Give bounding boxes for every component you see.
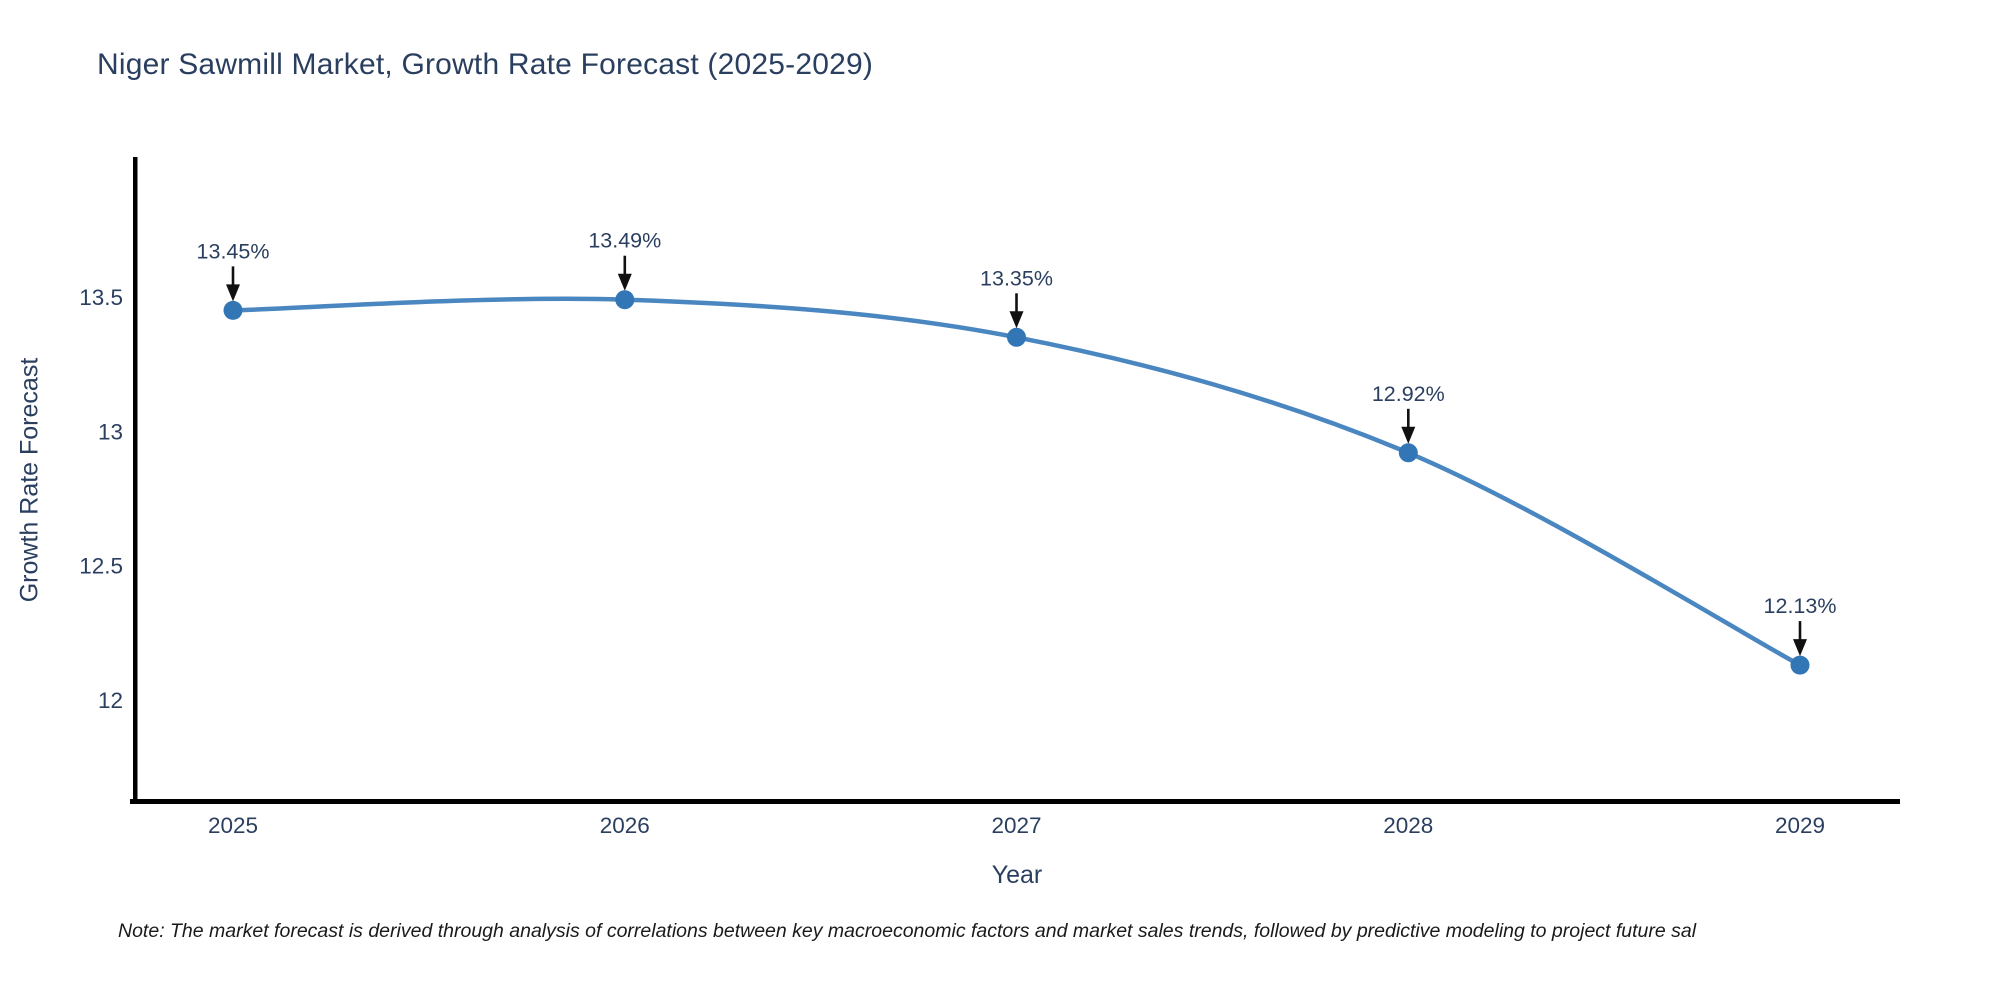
annotation-label: 12.13% (1764, 594, 1837, 618)
x-tick-label: 2026 (600, 813, 650, 838)
data-point-marker (615, 290, 635, 310)
chart-title: Niger Sawmill Market, Growth Rate Foreca… (97, 48, 874, 81)
annotation-arrowhead (1009, 311, 1024, 329)
y-tick-label: 12.5 (79, 554, 123, 579)
annotation-label: 13.35% (980, 266, 1053, 290)
x-tick-label: 2025 (208, 813, 258, 838)
annotation-label: 12.92% (1372, 382, 1445, 406)
annotation-arrowhead (1793, 639, 1807, 657)
x-tick-label: 2028 (1383, 813, 1433, 838)
y-tick-label: 13 (98, 419, 123, 444)
annotation-arrowhead (617, 273, 632, 291)
y-tick-label: 13.5 (79, 285, 123, 310)
x-axis-spine (130, 799, 1900, 804)
data-point-marker (223, 300, 243, 320)
x-tick-label: 2029 (1775, 813, 1825, 838)
data-point-marker (1790, 655, 1810, 675)
data-point-marker (1398, 443, 1418, 463)
x-axis-title: Year (991, 861, 1043, 889)
y-tick-label: 12 (98, 688, 123, 713)
x-tick-label: 2027 (991, 813, 1041, 838)
data-point-marker (1007, 327, 1026, 347)
y-axis-spine (133, 157, 138, 804)
y-axis-title: Growth Rate Forecast (15, 357, 44, 603)
trace-line (230, 296, 1803, 668)
chart-note: Note: The market forecast is derived thr… (118, 920, 1697, 942)
annotation-arrowhead (226, 284, 240, 302)
annotation-label: 13.49% (588, 229, 661, 253)
annotation-label: 13.45% (197, 239, 270, 263)
annotation-arrowhead (1401, 426, 1416, 444)
